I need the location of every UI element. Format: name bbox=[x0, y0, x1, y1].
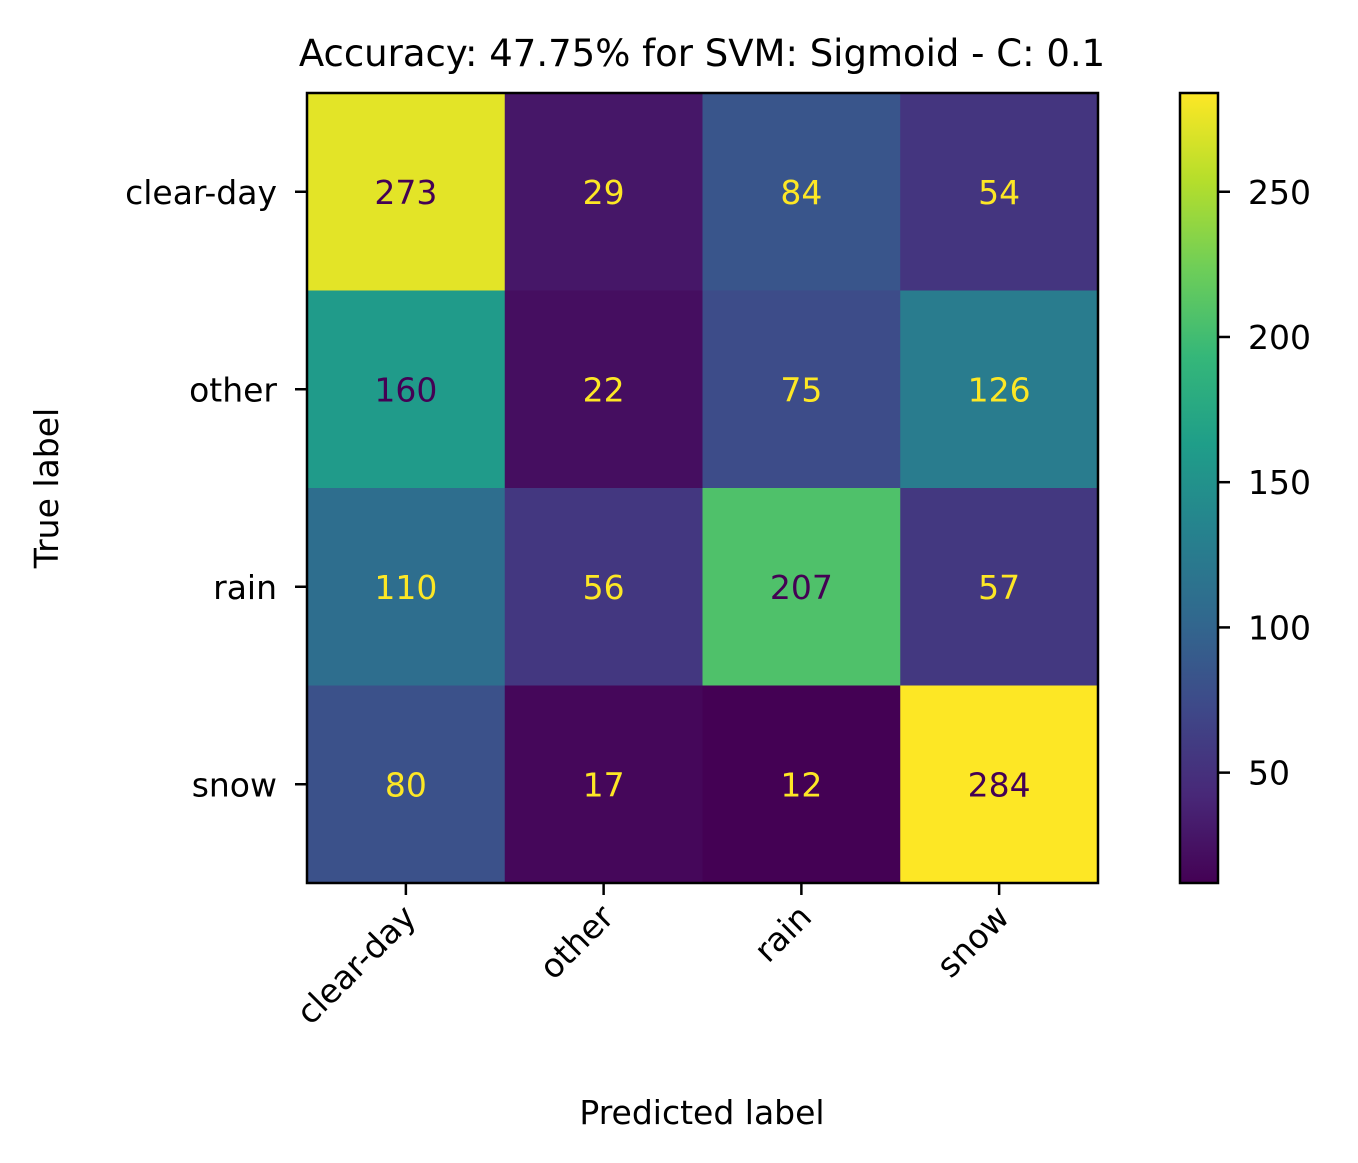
x-tick-label: other bbox=[532, 897, 622, 987]
heatmap-cell bbox=[702, 290, 901, 489]
x-tick-label: clear-day bbox=[289, 897, 424, 1032]
cell-value-label: 126 bbox=[968, 370, 1031, 409]
cell-value-label: 56 bbox=[583, 568, 625, 607]
cell-value-label: 57 bbox=[978, 568, 1020, 607]
cell-value-label: 207 bbox=[770, 568, 833, 607]
heatmap-cell bbox=[504, 93, 704, 292]
y-tick-label: clear-day bbox=[125, 173, 277, 212]
cell-value-label: 110 bbox=[374, 568, 437, 607]
x-axis-ticks: clear-day other rain snow bbox=[289, 883, 1017, 1032]
y-tick-label: rain bbox=[213, 568, 277, 607]
colorbar-tick-label: 200 bbox=[1248, 318, 1311, 357]
colorbar-ticks: 50 100 150 200 250 bbox=[1218, 173, 1311, 793]
cell-labels: 273 29 84 54 160 22 75 126 110 56 207 57 80 17 12 284 bbox=[374, 173, 1030, 805]
heatmap-cell bbox=[702, 685, 901, 884]
colorbar-tick-label: 100 bbox=[1248, 608, 1311, 647]
cell-value-label: 84 bbox=[780, 173, 822, 212]
y-tick-label: other bbox=[189, 370, 277, 409]
colorbar bbox=[1178, 91, 1220, 885]
heatmap-cell bbox=[307, 93, 506, 292]
chart-title: Accuracy: 47.75% for SVM: Sigmoid - C: 0… bbox=[299, 32, 1105, 75]
cell-value-label: 29 bbox=[583, 173, 625, 212]
cell-value-label: 284 bbox=[968, 765, 1031, 804]
cell-value-label: 54 bbox=[978, 173, 1020, 212]
y-tick-label: snow bbox=[192, 765, 277, 804]
colorbar-tick-label: 150 bbox=[1248, 463, 1311, 502]
heatmap-cell bbox=[504, 488, 704, 687]
cell-value-label: 17 bbox=[583, 765, 625, 804]
cell-value-label: 160 bbox=[374, 370, 437, 409]
heatmap-cell bbox=[900, 290, 1099, 489]
cell-value-label: 22 bbox=[583, 370, 625, 409]
cell-value-label: 12 bbox=[780, 765, 822, 804]
heatmap-cell bbox=[307, 685, 506, 884]
heatmap-cell bbox=[702, 93, 901, 292]
plot-frame bbox=[305, 91, 1100, 885]
heatmap-cells bbox=[307, 93, 1099, 884]
heatmap-cell bbox=[702, 488, 901, 687]
cell-value-label: 273 bbox=[374, 173, 437, 212]
x-axis-label: Predicted label bbox=[579, 1093, 824, 1132]
x-tick-label: rain bbox=[746, 897, 819, 970]
heatmap-cell bbox=[307, 290, 506, 489]
cell-value-label: 80 bbox=[385, 765, 427, 804]
y-axis-ticks: clear-day other rain snow bbox=[125, 173, 307, 804]
colorbar-tick-label: 250 bbox=[1248, 173, 1311, 212]
y-axis-label: True label bbox=[27, 408, 66, 569]
heatmap-cell bbox=[900, 685, 1099, 884]
heatmap-cell bbox=[900, 488, 1099, 687]
heatmap-cell bbox=[504, 290, 704, 489]
cell-value-label: 75 bbox=[780, 370, 822, 409]
x-tick-label: snow bbox=[929, 897, 1017, 985]
heatmap-cell bbox=[504, 685, 704, 884]
heatmap-cell bbox=[900, 93, 1099, 292]
colorbar-tick-label: 50 bbox=[1248, 754, 1290, 793]
heatmap-cell bbox=[307, 488, 506, 687]
